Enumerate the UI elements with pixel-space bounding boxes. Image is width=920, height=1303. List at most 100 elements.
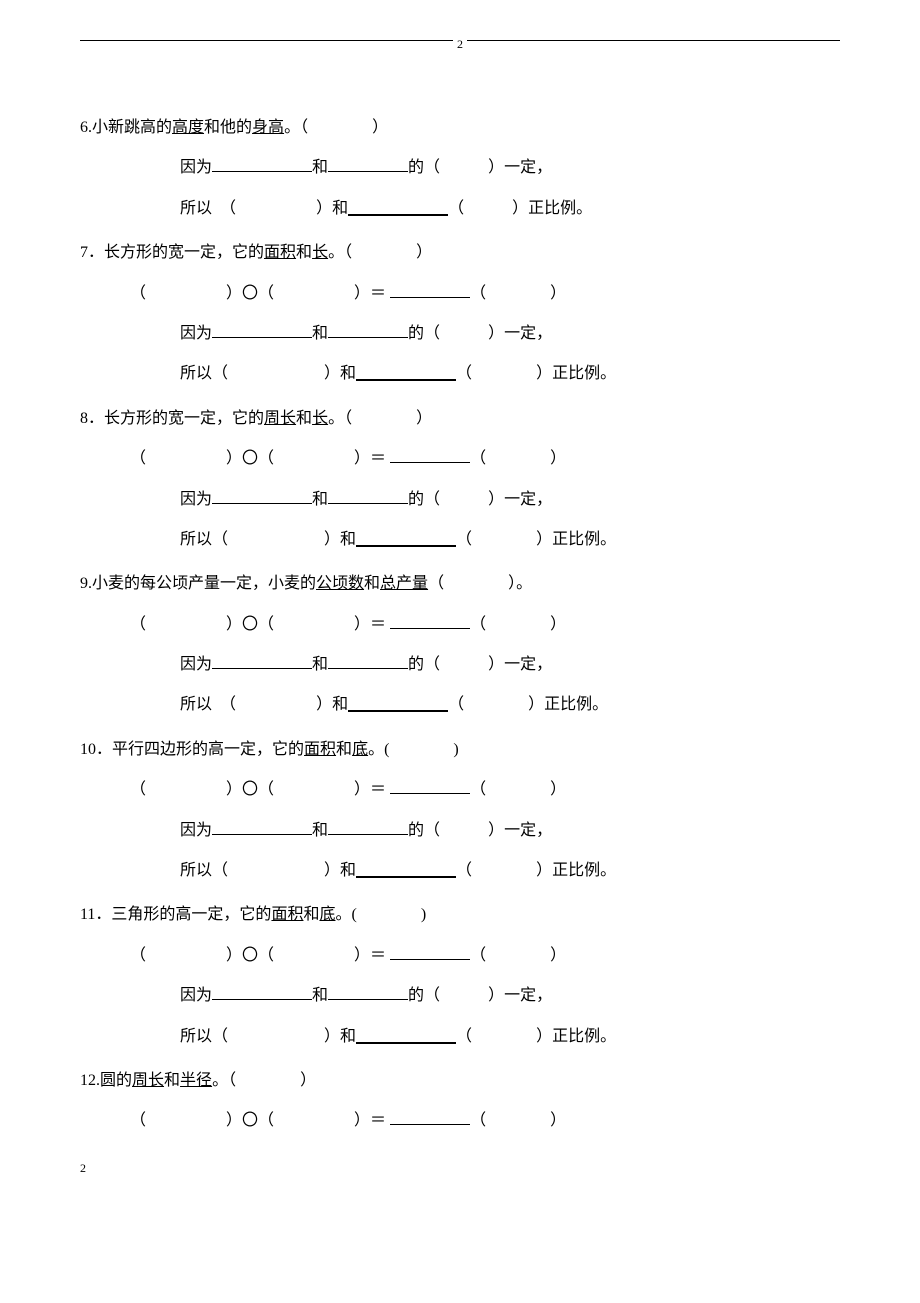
q9-num: 9. — [80, 575, 92, 592]
q9-mid: 和 — [364, 575, 380, 592]
so-label: 所以 — [180, 200, 212, 217]
and-label: 和 — [312, 822, 328, 839]
blank — [390, 943, 470, 960]
question-11: 11．三角形的高一定，它的面积和底。( ) — [80, 896, 840, 934]
paren-open: （ — [228, 696, 236, 713]
q10-so-line: 所以（ ）和（ ）正比例。 — [180, 852, 840, 890]
q11-eq-line: （ ）〇（ ）＝ （ ） — [130, 937, 840, 975]
blank — [212, 155, 312, 172]
blank-thick — [356, 865, 456, 878]
question-6: 6.小新跳高的高度和他的身高。（ ） — [80, 109, 840, 147]
page-header: 2 — [80, 40, 840, 59]
eq: ＝ — [370, 781, 386, 798]
question-12: 12.圆的周长和半径。（ ） — [80, 1062, 840, 1100]
q7-u1: 面积 — [264, 244, 296, 261]
blank-thick — [348, 203, 448, 216]
question-8: 8．长方形的宽一定，它的周长和长。（ ） — [80, 400, 840, 438]
and2-label: ）和 — [324, 1028, 356, 1045]
eq: ＝ — [370, 616, 386, 633]
and2-label: ）和 — [324, 862, 356, 879]
q11-u1: 面积 — [271, 906, 303, 923]
q7-prefix: 长方形的宽一定，它的 — [104, 244, 264, 261]
so-label: 所以 — [180, 1028, 212, 1045]
q8-num: 8． — [80, 410, 104, 427]
q11-u2: 底 — [319, 906, 335, 923]
fixed-close: ）一定， — [488, 325, 552, 342]
header-page-number: 2 — [453, 37, 467, 51]
q8-eq-line: （ ）〇（ ）＝ （ ） — [130, 440, 840, 478]
blank — [390, 777, 470, 794]
so-label: 所以 — [180, 365, 212, 382]
prop-close: ）正比例。 — [512, 200, 592, 217]
blank — [328, 652, 408, 669]
q11-tail: 。( ) — [335, 906, 426, 923]
blank — [328, 487, 408, 504]
footer-page-number: 2 — [80, 1161, 840, 1176]
q12-num: 12. — [80, 1072, 100, 1089]
blank-thick — [356, 368, 456, 381]
blank — [328, 818, 408, 835]
q10-prefix: 平行四边形的高一定，它的 — [112, 741, 304, 758]
and-label: 和 — [312, 159, 328, 176]
q8-so-line: 所以（ ）和（ ）正比例。 — [180, 521, 840, 559]
fixed-close: ）一定， — [488, 822, 552, 839]
q7-mid: 和 — [296, 244, 312, 261]
blank-thick — [356, 1030, 456, 1043]
blank — [212, 321, 312, 338]
q7-tail: 。（ ） — [328, 244, 432, 261]
q12-eq-line: （ ）〇（ ）＝ （ ） — [130, 1102, 840, 1140]
circle: 〇 — [242, 616, 258, 633]
and2-label: ）和 — [316, 200, 348, 217]
blank — [390, 281, 470, 298]
because-label: 因为 — [180, 656, 212, 673]
blank — [212, 487, 312, 504]
and-label: 和 — [312, 987, 328, 1004]
because-label: 因为 — [180, 491, 212, 508]
eq: ＝ — [370, 1112, 386, 1129]
blank — [212, 652, 312, 669]
of-label: 的（ — [408, 822, 440, 839]
prop-close: ）正比例。 — [536, 531, 616, 548]
prop-close: ）正比例。 — [536, 1028, 616, 1045]
blank — [212, 983, 312, 1000]
question-10: 10．平行四边形的高一定，它的面积和底。( ) — [80, 731, 840, 769]
and-label: 和 — [312, 656, 328, 673]
q11-because-line: 因为和的（ ）一定， — [180, 977, 840, 1015]
q8-tail: 。（ ） — [328, 410, 432, 427]
of-label: 的（ — [408, 656, 440, 673]
blank — [328, 155, 408, 172]
q10-eq-line: （ ）〇（ ）＝ （ ） — [130, 771, 840, 809]
q9-eq-line: （ ）〇（ ）＝ （ ） — [130, 606, 840, 644]
q9-prefix: 小麦的每公顷产量一定，小麦的 — [92, 575, 316, 592]
q7-because-line: 因为和的（ ）一定， — [180, 315, 840, 353]
q6-u1: 高度 — [172, 119, 204, 136]
q10-u1: 面积 — [304, 741, 336, 758]
q6-u2: 身高 — [252, 119, 284, 136]
circle: 〇 — [242, 285, 258, 302]
question-9: 9.小麦的每公顷产量一定，小麦的公顷数和总产量（ ）。 — [80, 565, 840, 603]
eq: ＝ — [370, 947, 386, 964]
q12-u2: 半径 — [180, 1072, 212, 1089]
and2-label: ）和 — [316, 696, 348, 713]
because-label: 因为 — [180, 822, 212, 839]
blank — [390, 446, 470, 463]
of-label: 的（ — [408, 325, 440, 342]
circle: 〇 — [242, 450, 258, 467]
q10-mid: 和 — [336, 741, 352, 758]
q10-tail: 。( ) — [368, 741, 459, 758]
page-container: 2 6.小新跳高的高度和他的身高。（ ） 因为和的（ ）一定， 所以 （ ）和（… — [0, 0, 920, 1216]
q10-u2: 底 — [352, 741, 368, 758]
question-7: 7．长方形的宽一定，它的面积和长。（ ） — [80, 234, 840, 272]
circle: 〇 — [242, 947, 258, 964]
q7-u2: 长 — [312, 244, 328, 261]
paren-open: （ — [228, 200, 236, 217]
q8-because-line: 因为和的（ ）一定， — [180, 481, 840, 519]
q12-mid: 和 — [164, 1072, 180, 1089]
of-label: 的（ — [408, 491, 440, 508]
blank — [328, 321, 408, 338]
q7-so-line: 所以（ ）和（ ）正比例。 — [180, 355, 840, 393]
of-label: 的（ — [408, 159, 440, 176]
q12-prefix: 圆的 — [100, 1072, 132, 1089]
because-label: 因为 — [180, 987, 212, 1004]
and2-label: ）和 — [324, 365, 356, 382]
